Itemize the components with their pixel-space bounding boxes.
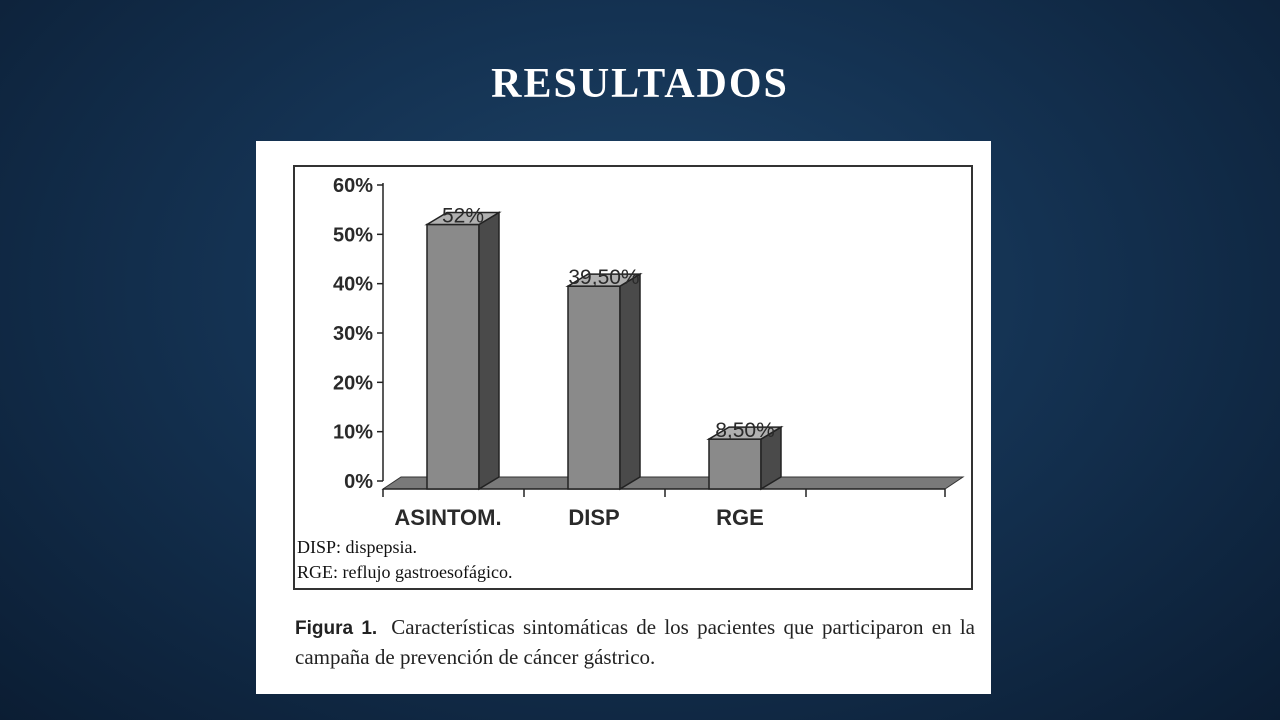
y-tick-label: 0% bbox=[344, 471, 373, 493]
bar-chart: 0% 10% 20% 30% 40% 50% 60% 52% ASINTOM. 39,50% DIS… bbox=[333, 175, 965, 530]
bar-side bbox=[478, 211, 500, 491]
bar-data-label: 52% bbox=[442, 204, 484, 227]
legend-disp: DISP: dispepsia. bbox=[297, 537, 417, 558]
bar-front bbox=[426, 223, 480, 490]
y-tick-label: 30% bbox=[333, 323, 373, 345]
y-tick-label: 10% bbox=[333, 422, 373, 444]
bar-side bbox=[619, 272, 641, 491]
legend-rge: RGE: reflujo gastroesofágico. bbox=[297, 562, 512, 583]
caption-text: Características sintomáticas de los paci… bbox=[295, 615, 975, 669]
y-tick-label: 40% bbox=[333, 274, 373, 296]
bar-top bbox=[424, 211, 502, 226]
bar-top bbox=[565, 273, 643, 287]
x-category-label: ASINTOM. bbox=[394, 505, 501, 530]
y-tick-label: 20% bbox=[333, 372, 373, 394]
bar-top bbox=[706, 426, 784, 440]
figure-label: Figura 1. bbox=[295, 618, 378, 639]
legend-abbr: DISP bbox=[297, 537, 337, 557]
legend-abbr: RGE bbox=[297, 562, 333, 582]
x-category-label: DISP bbox=[568, 505, 619, 530]
legend-text: : reflujo gastroesofágico. bbox=[333, 562, 513, 582]
slide-title: RESULTADOS bbox=[491, 61, 789, 107]
chart-frame: 0% 10% 20% 30% 40% 50% 60% 52% ASINTOM. 39,50% DIS… bbox=[293, 165, 973, 590]
legend-text: : dispepsia. bbox=[336, 537, 418, 557]
bar-data-label: 8,50% bbox=[715, 419, 775, 442]
bar-front bbox=[708, 438, 762, 490]
figure-card: 0% 10% 20% 30% 40% 50% 60% 52% ASINTOM. 39,50% DIS… bbox=[256, 141, 991, 694]
y-tick-label: 50% bbox=[333, 224, 373, 246]
y-tick-label: 60% bbox=[333, 175, 373, 197]
bar-front bbox=[567, 285, 621, 490]
x-category-label: RGE bbox=[716, 505, 764, 530]
bar-data-label: 39,50% bbox=[568, 266, 639, 289]
figure-caption: Figura 1. Características sintomáticas de… bbox=[295, 613, 975, 672]
